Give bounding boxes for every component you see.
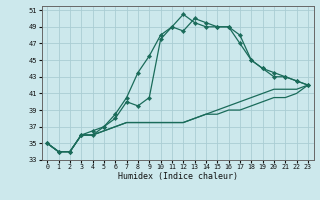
X-axis label: Humidex (Indice chaleur): Humidex (Indice chaleur) (118, 172, 237, 181)
